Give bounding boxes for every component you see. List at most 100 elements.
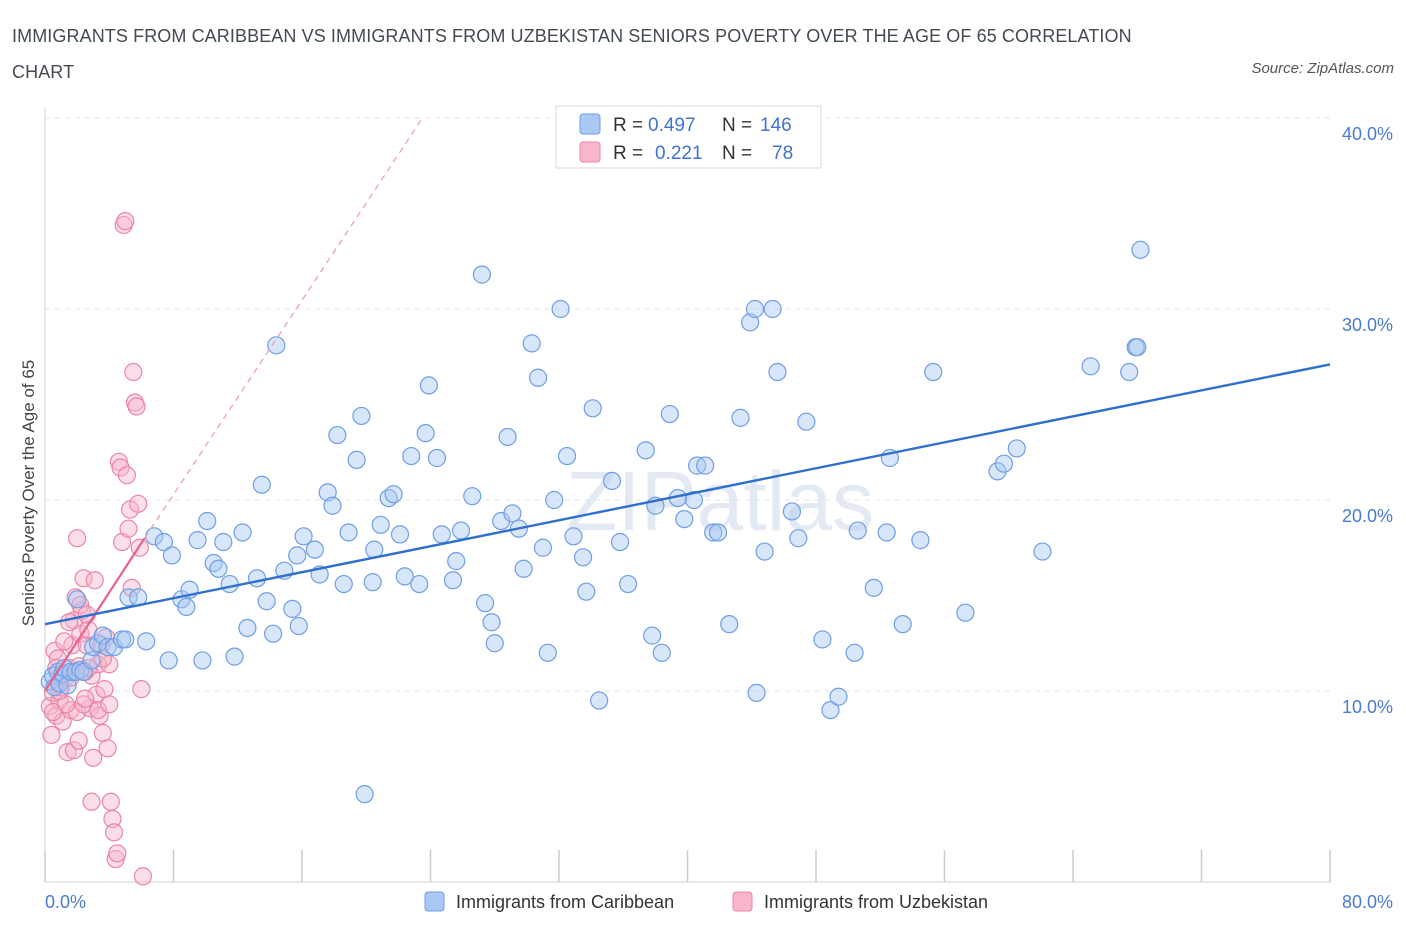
uzbekistan-point <box>98 739 117 758</box>
legend-caribbean-label: Immigrants from Caribbean <box>456 892 674 912</box>
caribbean-point <box>220 574 239 594</box>
caribbean-point <box>577 582 596 601</box>
caribbean-point <box>154 532 173 552</box>
caribbean-point <box>159 651 178 670</box>
uzbekistan-point <box>59 613 79 632</box>
caribbean-point <box>305 540 324 559</box>
caribbean-point <box>188 531 207 550</box>
stat-r-caribbean: 0.497 <box>648 115 696 136</box>
caribbean-point <box>472 265 491 284</box>
caribbean-point <box>503 504 522 523</box>
caribbean-point <box>177 597 196 617</box>
caribbean-point <box>209 559 228 578</box>
caribbean-point <box>636 441 655 460</box>
caribbean-point <box>684 490 704 510</box>
legend-caribbean-swatch <box>424 891 445 912</box>
caribbean-point <box>390 525 410 544</box>
caribbean-point <box>522 334 541 353</box>
caribbean-point <box>1128 338 1147 357</box>
caribbean-point <box>323 496 342 515</box>
axes <box>44 108 1331 883</box>
caribbean-point <box>427 448 447 468</box>
caribbean-point <box>193 651 212 670</box>
uzbekistan-point <box>93 723 112 743</box>
uzbekistan-point <box>68 529 87 548</box>
caribbean-point <box>485 634 504 653</box>
uzbekistan-point <box>84 748 103 767</box>
x-tick-label: 0.0% <box>45 892 86 912</box>
caribbean-point <box>590 691 609 710</box>
uzbekistan-point <box>88 700 108 720</box>
caribbean-point <box>328 425 347 445</box>
caribbean-point <box>564 527 583 546</box>
uzbekistan-trend-extension <box>144 117 424 539</box>
uzbekistan-point <box>133 867 153 886</box>
caribbean-point <box>538 643 557 662</box>
caribbean-swatch <box>579 113 601 135</box>
y-tick-labels: 10.0% 20.0% 30.0% 40.0% <box>1342 124 1393 717</box>
caribbean-point <box>352 406 371 426</box>
stat-r-label-uzbekistan: R = <box>613 143 643 164</box>
caribbean-point <box>618 574 638 594</box>
caribbean-point <box>363 573 382 592</box>
caribbean-point <box>747 683 766 703</box>
caribbean-point <box>252 475 271 494</box>
caribbean-point <box>782 502 802 521</box>
caribbean-point <box>247 569 267 588</box>
caribbean-point <box>289 616 308 636</box>
caribbean-point <box>93 626 112 645</box>
uzbekistan-point <box>103 809 122 829</box>
caribbean-point <box>294 527 313 546</box>
caribbean-point <box>529 368 548 387</box>
uzbekistan-point <box>43 702 63 722</box>
caribbean-point <box>482 613 501 632</box>
caribbean-point <box>911 531 930 550</box>
caribbean-point <box>402 446 421 466</box>
caribbean-point <box>864 578 883 597</box>
caribbean-point <box>283 599 302 618</box>
caribbean-point <box>58 676 77 695</box>
caribbean-point <box>395 567 414 586</box>
caribbean-point <box>204 553 223 573</box>
caribbean-point <box>68 590 87 609</box>
caribbean-point <box>956 603 975 622</box>
caribbean-point <box>675 509 694 529</box>
uzbekistan-point <box>124 362 143 382</box>
caribbean-point <box>988 462 1007 481</box>
caribbean-point <box>267 336 286 355</box>
caribbean-point <box>318 483 337 502</box>
uzbekistan-point <box>117 466 137 485</box>
caribbean-point <box>288 546 307 565</box>
caribbean-point <box>741 313 760 332</box>
uzbekistan-point <box>108 844 127 863</box>
caribbean-point <box>443 571 463 590</box>
caribbean-point <box>551 299 570 319</box>
caribbean-point <box>119 588 138 607</box>
caribbean-point <box>557 446 577 466</box>
caribbean-point <box>652 643 671 662</box>
caribbean-point <box>768 362 787 382</box>
stat-r-label-caribbean: R = <box>613 115 643 136</box>
caribbean-point <box>334 574 353 594</box>
caribbean-point <box>410 574 429 594</box>
legend-uzbekistan-swatch <box>732 891 753 912</box>
caribbean-point <box>82 651 101 670</box>
caribbean-point <box>263 624 283 643</box>
caribbean-point <box>1007 439 1026 458</box>
caribbean-point <box>845 643 864 662</box>
x-tick-labels: 0.0% 80.0% <box>45 892 1393 912</box>
stat-n-label-uzbekistan: N = <box>722 143 752 164</box>
y-tick-label: 10.0% <box>1342 697 1393 717</box>
uzbekistan-point <box>40 697 59 716</box>
uzbekistan-point <box>71 595 90 615</box>
caribbean-point <box>347 450 366 469</box>
caribbean-point <box>162 546 181 565</box>
stat-n-uzbekistan: 78 <box>772 143 793 164</box>
caribbean-point <box>498 427 517 447</box>
chart-title: IMMIGRANTS FROM CARIBBEAN VS IMMIGRANTS … <box>12 26 1132 82</box>
caribbean-point <box>447 552 466 571</box>
uzbekistan-point <box>58 743 77 762</box>
watermark: ZIPatlas <box>566 454 874 548</box>
caribbean-point <box>763 299 782 319</box>
uzbekistan-point <box>100 695 119 714</box>
